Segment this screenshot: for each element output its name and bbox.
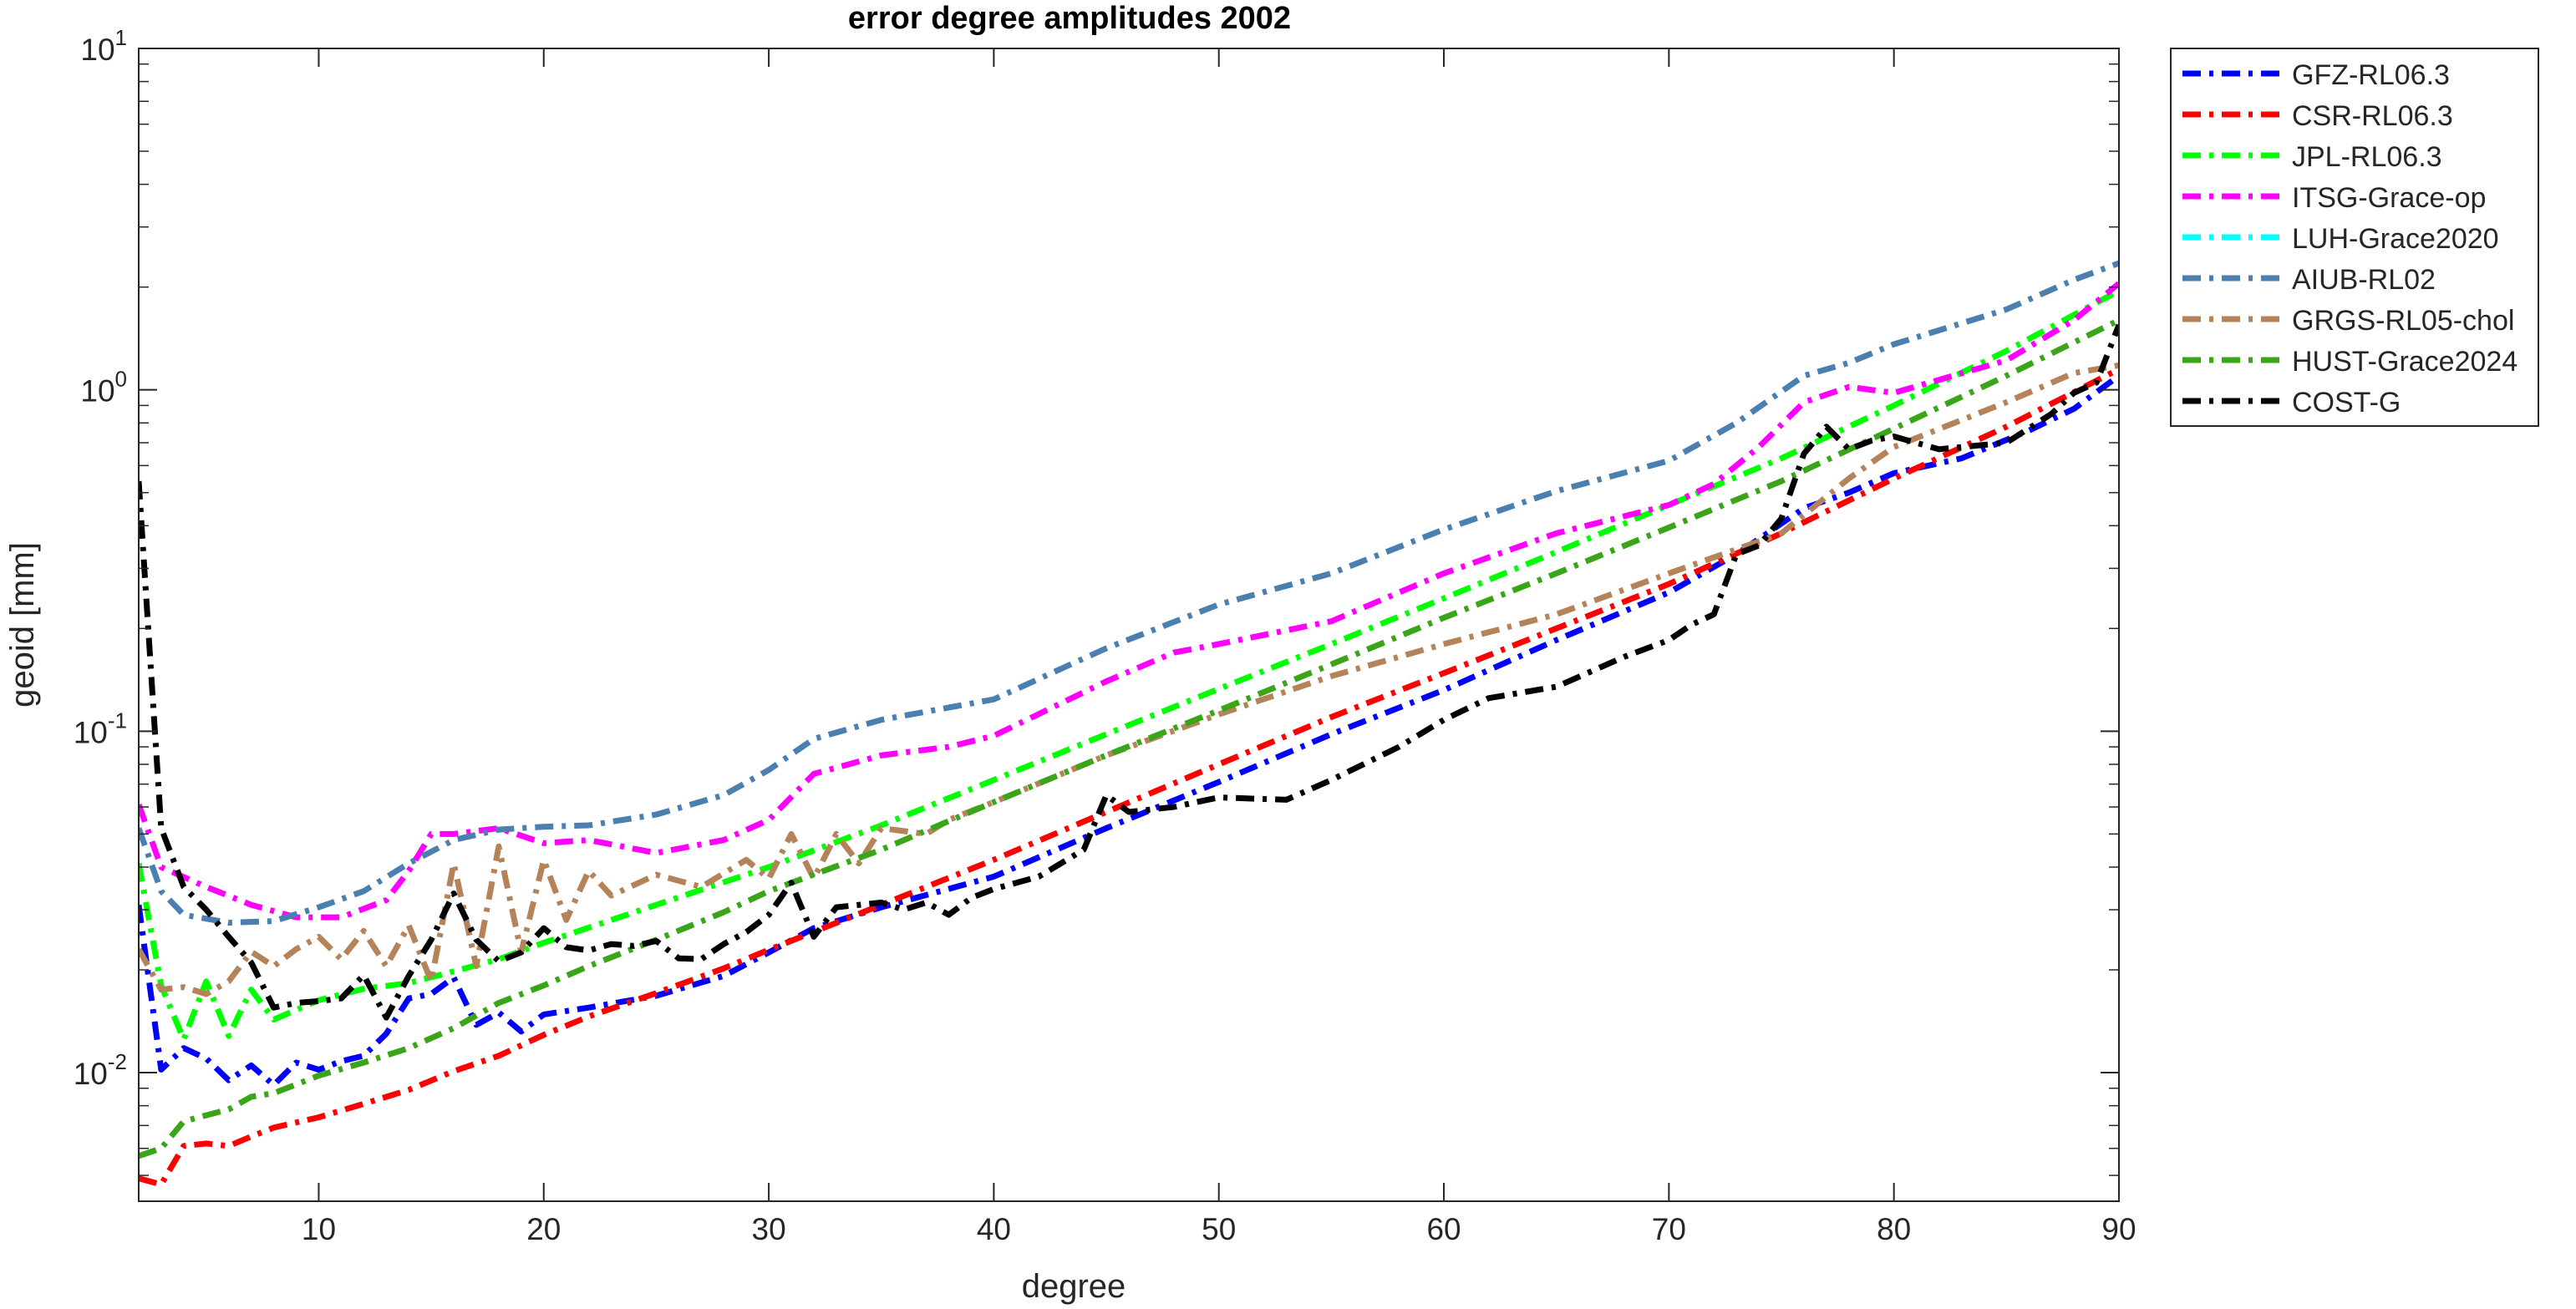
x-tick-label: 50 [1202,1212,1236,1246]
series-line-csr-rl06-3 [139,366,2119,1188]
legend-label: GRGS-RL05-chol [2292,305,2514,337]
legend-label: GFZ-RL06.3 [2292,59,2450,91]
x-tick-label: 40 [977,1212,1011,1246]
x-tick-label: 30 [752,1212,786,1246]
plot-frame [138,48,2120,1202]
legend-label: LUH-Grace2020 [2292,223,2499,255]
y-tick-label: 10-1 [74,708,127,749]
x-tick-label: 70 [1652,1212,1686,1246]
ticks-layer: 10 20 30 40 50 60 70 80 90 10-2 10-1 100 101 [74,25,2137,1246]
plot-area [139,260,2119,1188]
series-line-aiub-rl02 [139,260,2119,926]
legend-label: AIUB-RL02 [2292,264,2436,296]
series-line-grgs-rl05-chol [139,362,2119,997]
legend-label: HUST-Grace2024 [2292,346,2518,378]
x-tick-label: 80 [1877,1212,1911,1246]
chart-title: error degree amplitudes 2002 [848,1,1291,36]
series-line-jpl-rl06-3 [139,288,2119,1043]
x-tick-label: 20 [526,1212,561,1246]
x-axis-label: degree [1022,1268,1126,1305]
x-tick-label: 10 [302,1212,336,1246]
legend-label: ITSG-Grace-op [2292,182,2486,214]
x-tick-label: 90 [2101,1212,2136,1246]
legend: GFZ-RL06.3 CSR-RL06.3 JPL-RL06.3 ITSG-Grace… [2170,48,2539,427]
legend-label: COST-G [2292,387,2401,419]
series-layer [139,260,2119,1188]
series-line-cost-g [139,323,2119,1021]
x-tick-label: 60 [1426,1212,1461,1246]
y-tick-label: 101 [80,25,127,67]
series-line-gfz-rl06-3 [139,373,2119,1088]
legend-label: JPL-RL06.3 [2292,141,2442,173]
y-axis-label: geoid [mm] [4,542,41,708]
y-tick-label: 10-2 [74,1049,127,1091]
series-line-itsg-grace-op [139,281,2119,921]
legend-label: CSR-RL06.3 [2292,100,2453,132]
y-tick-label: 100 [80,367,127,408]
